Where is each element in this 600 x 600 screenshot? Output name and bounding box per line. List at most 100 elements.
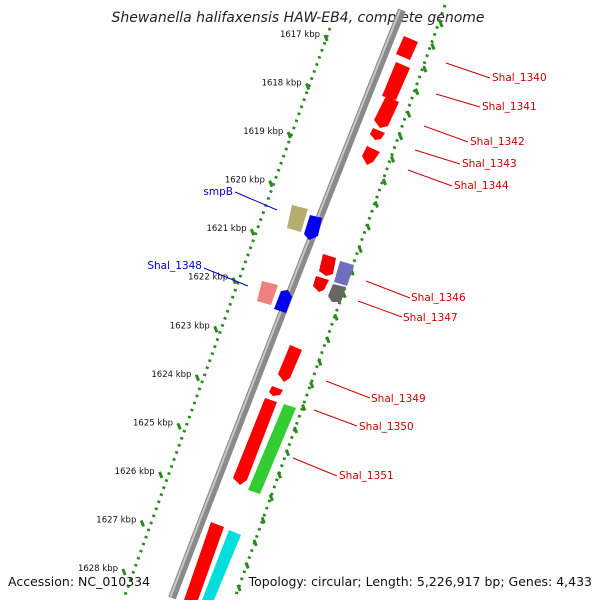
inner-ruler-track xyxy=(122,27,332,599)
scale-ticks xyxy=(121,20,444,592)
gene-feature-red-d[interactable] xyxy=(184,522,224,600)
leader-shal-1347 xyxy=(357,300,403,318)
outer-scale-tick xyxy=(414,88,420,96)
scale-tick-label: 1623 kbp xyxy=(170,321,210,331)
gene-label-shal-1347[interactable]: Shal_1347 xyxy=(403,312,458,324)
scale-tick xyxy=(176,422,182,430)
outer-scale-tick xyxy=(252,539,258,547)
scale-tick-label: 1621 kbp xyxy=(206,224,246,234)
outer-scale-tick xyxy=(301,403,307,412)
scale-tick xyxy=(268,180,274,188)
scale-labels: 1617 kbp 1618 kbp 1619 kbp 1620 kbp 1621 kbp… xyxy=(78,30,320,574)
gene-feature-shal-1349[interactable] xyxy=(278,345,302,382)
scale-tick-label: 1628 kbp xyxy=(78,564,118,574)
scale-tick xyxy=(286,131,292,139)
outer-scale-tick xyxy=(317,358,323,366)
gene-leader-lines xyxy=(203,62,491,477)
gene-feature-shal-1344[interactable] xyxy=(362,146,380,165)
scale-tick-label: 1617 kbp xyxy=(280,30,320,40)
gene-feature-grey[interactable] xyxy=(328,284,346,302)
genome-summary-text: Topology: circular; Length: 5,226,917 bp… xyxy=(248,574,592,589)
outer-scale-tick xyxy=(325,336,331,344)
outer-scale-tick xyxy=(292,426,299,434)
gene-label-shal-1346[interactable]: Shal_1346 xyxy=(411,292,466,304)
scale-tick-label: 1619 kbp xyxy=(243,127,283,137)
gene-label-shal-1344[interactable]: Shal_1344 xyxy=(454,180,509,192)
map-title: Shewanella halifaxensis HAW-EB4, complet… xyxy=(111,10,484,26)
outer-scale-tick xyxy=(236,584,242,592)
scale-tick xyxy=(139,519,145,528)
outer-scale-tick xyxy=(438,20,444,28)
gene-label-shal-1348[interactable]: Shal_1348 xyxy=(147,260,202,272)
gene-label-shal-1351[interactable]: Shal_1351 xyxy=(339,470,394,482)
outer-scale-tick xyxy=(276,471,282,479)
leader-shal-1348 xyxy=(203,267,249,287)
gene-feature-shal-1341[interactable] xyxy=(382,62,410,100)
leader-shal-1343 xyxy=(414,149,461,165)
gene-label-shal-1342[interactable]: Shal_1342 xyxy=(470,136,525,148)
leader-shal-1342 xyxy=(423,125,469,143)
gene-labels: Shal_1340 Shal_1341 Shal_1342 Shal_1343 … xyxy=(147,72,546,482)
gene-feature-shal-1348[interactable] xyxy=(257,281,278,305)
leader-shal-1351 xyxy=(292,457,338,477)
outer-scale-tick xyxy=(373,200,379,209)
outer-scale-tick xyxy=(309,381,315,389)
leader-shal-1349 xyxy=(325,380,371,399)
scale-tick xyxy=(249,228,256,236)
scale-tick-label: 1626 kbp xyxy=(115,467,155,477)
outer-scale-tick xyxy=(365,223,371,231)
scale-tick xyxy=(213,325,219,333)
gene-feature-blue-b[interactable] xyxy=(274,290,292,313)
outer-scale-tick xyxy=(333,313,339,321)
gene-label-shal-1341[interactable]: Shal_1341 xyxy=(482,101,537,113)
scale-tick-label: 1622 kbp xyxy=(188,273,228,283)
gene-feature-red-c[interactable] xyxy=(269,386,283,396)
outer-scale-tick xyxy=(406,110,412,118)
outer-scale-tick xyxy=(244,561,250,569)
gene-feature-shal-1342[interactable] xyxy=(374,96,399,128)
gene-feature-smpb[interactable] xyxy=(287,205,308,232)
gene-feature-red-b[interactable] xyxy=(313,276,329,292)
leader-shal-1340 xyxy=(445,62,491,79)
outer-scale-tick xyxy=(398,133,404,141)
scale-tick xyxy=(121,568,127,576)
gene-feature-shal-1346[interactable] xyxy=(319,254,336,276)
accession-text: Accession: NC_010334 xyxy=(8,574,150,589)
gene-feature-shal-1340[interactable] xyxy=(396,36,418,60)
outer-scale-tick xyxy=(268,494,274,502)
gene-feature-shal-1351[interactable] xyxy=(248,404,296,494)
leader-shal-1344 xyxy=(407,169,453,187)
scale-tick-label: 1620 kbp xyxy=(225,176,265,186)
gene-features xyxy=(184,36,418,600)
outer-scale-tick xyxy=(422,65,428,73)
scale-tick-label: 1627 kbp xyxy=(96,515,136,525)
scale-tick-label: 1624 kbp xyxy=(151,370,191,380)
gene-label-shal-1350[interactable]: Shal_1350 xyxy=(359,421,414,433)
leader-shal-1350 xyxy=(313,409,358,427)
scale-tick xyxy=(305,82,311,91)
gene-label-shal-1349[interactable]: Shal_1349 xyxy=(371,393,426,405)
outer-scale-tick xyxy=(389,155,396,163)
leader-smpb xyxy=(234,191,278,211)
gene-label-shal-1343[interactable]: Shal_1343 xyxy=(462,158,517,170)
gene-label-smpb[interactable]: smpB xyxy=(203,186,233,198)
outer-scale-tick xyxy=(284,449,291,457)
scale-tick xyxy=(194,374,201,382)
outer-scale-tick xyxy=(430,43,436,51)
leader-shal-1341 xyxy=(435,93,481,108)
scale-tick-label: 1625 kbp xyxy=(133,418,173,428)
gene-feature-blue-a[interactable] xyxy=(304,215,322,240)
gene-feature-cyan[interactable] xyxy=(202,530,241,600)
scale-tick-label: 1618 kbp xyxy=(262,79,302,89)
gene-label-shal-1340[interactable]: Shal_1340 xyxy=(492,72,547,84)
leader-shal-1346 xyxy=(365,280,411,299)
outer-scale-tick xyxy=(357,246,363,254)
outer-scale-tick xyxy=(260,516,266,524)
gene-feature-shal-1343[interactable] xyxy=(370,128,385,140)
outer-scale-tick xyxy=(381,178,388,186)
gene-feature-shal-1347[interactable] xyxy=(334,261,354,286)
scale-tick xyxy=(323,34,329,42)
scale-tick xyxy=(158,471,164,479)
gene-feature-shal-1350[interactable] xyxy=(233,398,277,485)
